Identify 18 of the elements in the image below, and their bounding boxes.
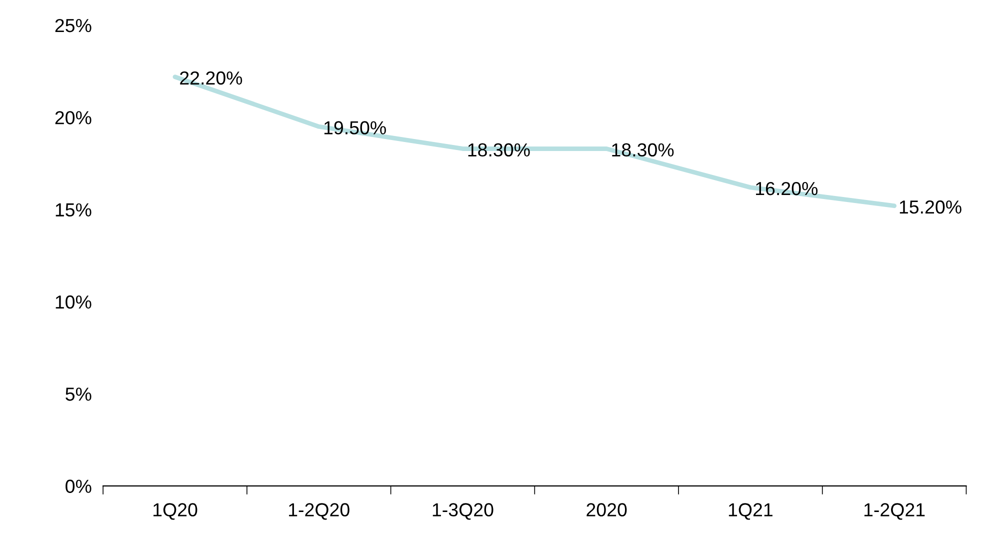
x-tick-label: 1Q20	[153, 503, 198, 520]
x-tick-label: 1-2Q20	[289, 503, 350, 520]
data-label: 18.30%	[612, 143, 674, 157]
y-tick-label: 20%	[55, 111, 92, 124]
data-label: 19.50%	[324, 121, 386, 134]
y-tick-label: 25%	[55, 18, 92, 32]
x-tick-label: 1-2Q21	[864, 503, 925, 520]
x-tick-label: 1Q21	[728, 503, 772, 520]
y-tick-label: 0%	[66, 480, 92, 493]
data-label: 18.30%	[468, 143, 530, 157]
x-tick-label: 1-3Q20	[432, 503, 494, 520]
y-tick-label: 15%	[56, 203, 92, 217]
data-label: 16.20%	[756, 182, 818, 196]
data-label: 22.20%	[180, 71, 242, 85]
y-tick-label: 5%	[66, 388, 92, 401]
x-tick-label: 2020	[586, 503, 627, 516]
y-tick-label: 10%	[56, 295, 92, 309]
data-label: 15.20%	[900, 200, 962, 214]
